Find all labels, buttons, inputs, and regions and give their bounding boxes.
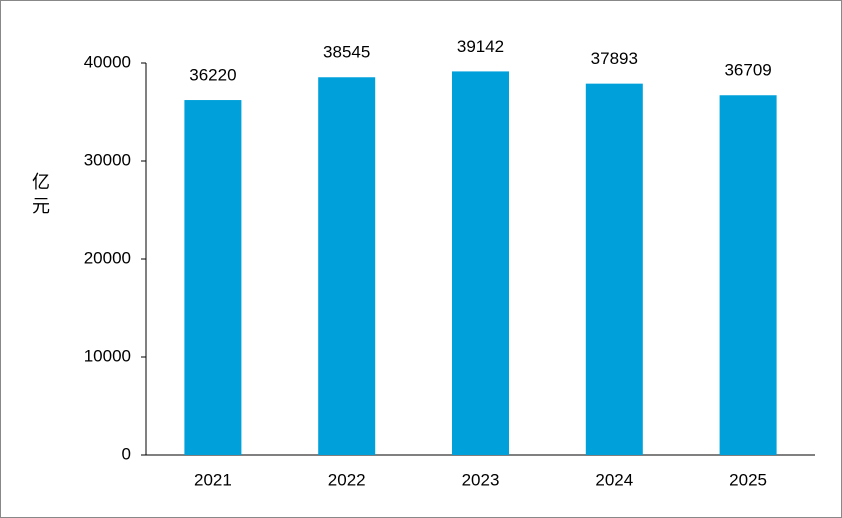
- bar: [318, 77, 376, 455]
- y-tick-label: 0: [122, 444, 131, 463]
- bar: [719, 95, 777, 455]
- x-tick-label: 2022: [328, 470, 366, 489]
- x-tick-label: 2023: [462, 470, 500, 489]
- x-tick-label: 2024: [595, 470, 633, 489]
- data-label: 39142: [457, 37, 504, 56]
- bar: [184, 100, 242, 455]
- y-tick-label: 30000: [84, 150, 131, 169]
- data-label: 36709: [724, 61, 771, 80]
- y-axis-label: 亿元: [30, 172, 50, 220]
- data-label: 37893: [591, 49, 638, 68]
- x-tick-label: 2025: [729, 470, 767, 489]
- data-label: 36220: [189, 66, 236, 85]
- bar: [585, 83, 643, 456]
- bar: [452, 71, 509, 456]
- data-label: 38545: [323, 43, 370, 62]
- y-tick-label: 40000: [84, 52, 131, 71]
- y-tick-label: 10000: [84, 346, 131, 365]
- y-tick-label: 20000: [84, 248, 131, 267]
- x-tick-label: 2021: [194, 470, 232, 489]
